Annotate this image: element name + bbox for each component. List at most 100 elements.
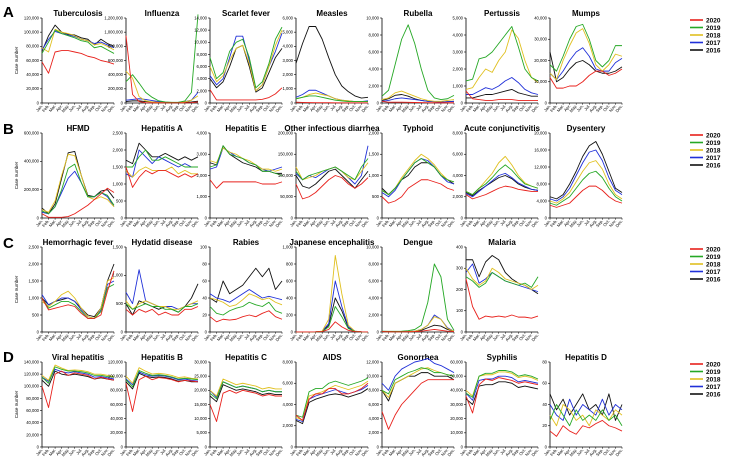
y-tick-label: 40,000 (26, 420, 39, 425)
x-tick-label: Jun. (152, 447, 161, 456)
x-tick-label: Oct. (348, 447, 357, 456)
series-line-2019 (41, 29, 115, 54)
series-line-2017 (209, 289, 283, 303)
series-line-2020 (41, 370, 115, 408)
panel-rubella: Rubella 0 2,000 4,000 6,000 8,000 10,000 Jan.Fe… (366, 9, 456, 113)
y-tick-label: 8,000 (369, 261, 380, 266)
x-tick-label: Apr. (309, 447, 318, 456)
panel-tuberculosis: Tuberculosis 0 20,000 40,000 60,000 80,000 100… (14, 9, 116, 113)
x-tick-label: Sep. (511, 218, 520, 228)
y-tick-label: 0 (205, 100, 208, 105)
x-tick-label: Apr. (479, 103, 488, 112)
x-tick-label: Oct. (94, 103, 103, 112)
x-tick-label: Feb. (295, 447, 304, 457)
y-tick-label: 4,000 (283, 402, 294, 407)
series-line-2017 (466, 77, 539, 95)
x-tick-label: Jun. (408, 218, 417, 227)
series-line-2020 (381, 179, 455, 204)
x-tick-label: Jun. (576, 218, 585, 227)
x-tick-label: Mar. (302, 447, 311, 456)
y-tick-label: 0 (37, 329, 40, 334)
legend-label-2016: 2016 (706, 162, 721, 169)
x-tick-label: Dec. (530, 447, 539, 457)
y-tick-label: 15,000 (194, 402, 207, 407)
y-tick-label: 800 (286, 261, 294, 266)
series-line-2017 (549, 149, 623, 202)
row-label-c: C (3, 235, 14, 252)
y-tick-label: 20,000 (534, 58, 547, 63)
y-tick-label: 80,000 (26, 396, 39, 401)
panel-title: Japanese encephalitis (290, 238, 375, 247)
y-tick-label: 0 (37, 444, 40, 449)
panel-title: Hepatitis D (565, 353, 607, 362)
x-tick-label: Nov. (100, 332, 109, 342)
y-tick-label: 4,000 (369, 66, 380, 71)
x-tick-label: Oct. (348, 103, 357, 112)
x-tick-label: Oct. (178, 332, 187, 341)
y-tick-label: 6,000 (369, 49, 380, 54)
panel-title: Syphilis (487, 353, 518, 362)
x-tick-label: Aug. (80, 218, 89, 228)
y-tick-label: 0 (461, 329, 464, 334)
y-tick-label: 120,000 (108, 359, 124, 364)
y-tick-label: 20,000 (194, 388, 207, 393)
series-line-2016 (381, 162, 455, 196)
x-tick-label: Dec. (106, 447, 115, 457)
y-tick-label: 0 (461, 215, 464, 220)
x-tick-label: May. (484, 218, 493, 228)
x-tick-label: Sep. (87, 447, 96, 457)
x-tick-label: Jan. (119, 332, 128, 341)
panel-typhoid: Typhoid 0 500 1,000 1,500 2,000 Jan.Feb.Mar.Ap… (369, 124, 456, 228)
x-tick-label: Feb. (381, 218, 390, 228)
series-line-2017 (381, 314, 455, 333)
x-tick-label: Jul. (75, 103, 83, 111)
x-tick-label: Nov. (440, 447, 449, 457)
x-tick-label: Apr. (563, 447, 572, 456)
x-tick-label: Sep. (171, 447, 180, 457)
x-tick-label: Nov. (440, 103, 449, 113)
x-tick-label: Aug. (588, 447, 597, 457)
y-tick-label: 8,000 (369, 32, 380, 37)
x-tick-label: Jan. (35, 103, 44, 112)
x-tick-label: Jul. (329, 218, 337, 226)
x-tick-label: Jul. (329, 332, 337, 340)
y-tick-label: 30,000 (194, 359, 207, 364)
series-line-2018 (209, 378, 282, 397)
y-tick-label: 0 (461, 100, 464, 105)
x-tick-label: May. (60, 447, 69, 457)
series-line-2020 (209, 179, 283, 189)
y-tick-label: 1,500 (113, 244, 124, 249)
x-tick-label: Nov. (184, 218, 193, 228)
series-line-2016 (209, 267, 283, 303)
x-tick-label: Jan. (119, 447, 128, 456)
panel-title: Malaria (488, 238, 516, 247)
y-tick-label: 400 (286, 295, 294, 300)
x-tick-label: Nov. (524, 332, 533, 342)
y-tick-label: 4,000 (453, 32, 464, 37)
legend-label-2017: 2017 (706, 155, 721, 162)
series-line-2018 (549, 404, 623, 427)
x-tick-label: Nov. (184, 447, 193, 457)
panel-title: Rubella (404, 9, 433, 18)
series-line-2020 (125, 375, 199, 413)
x-tick-label: Dec. (530, 103, 539, 113)
series-line-2019 (209, 145, 283, 176)
y-tick-label: 0 (37, 215, 40, 220)
panel-title: HFMD (66, 124, 89, 133)
x-tick-label: Aug. (164, 218, 173, 228)
x-tick-label: May. (484, 332, 493, 342)
series-line-2019 (381, 263, 455, 332)
panel-scarlet-fever: Scarlet fever 0 2,000 4,000 6,000 8,000 10,000… (194, 9, 284, 113)
x-tick-label: May. (60, 332, 69, 342)
series-line-2020 (296, 321, 369, 333)
x-tick-label: Dec. (274, 447, 283, 457)
series-line-2020 (41, 50, 115, 74)
series-line-2019 (381, 24, 455, 101)
x-tick-label: Sep. (595, 447, 604, 457)
panel-aids: AIDS 0 2,000 4,000 6,000 8,000 Jan.Feb.Mar.Apr… (283, 353, 370, 457)
series-line-2016 (41, 370, 115, 387)
y-tick-label: 10,000 (366, 374, 379, 379)
x-tick-label: Apr. (563, 103, 572, 112)
x-tick-label: Jan. (35, 218, 44, 227)
y-tick-label: 30,000 (534, 37, 547, 42)
